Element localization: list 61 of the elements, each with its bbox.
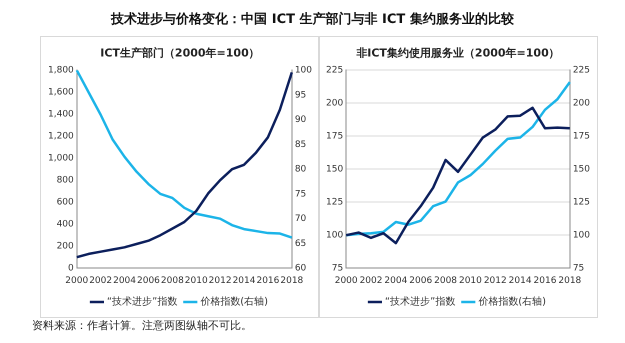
y2-tick-label: 200 (572, 98, 590, 109)
x-tick-label: 2004 (113, 276, 136, 286)
y-tick-label: 1,600 (48, 88, 74, 98)
x-tick-label: 2008 (434, 276, 458, 286)
x-tick-label: 2004 (384, 276, 408, 286)
y2-tick-label: 95 (294, 90, 306, 100)
x-tick-label: 2016 (534, 276, 557, 286)
x-tick-label: 2006 (409, 276, 432, 286)
x-tick-label: 2008 (160, 276, 184, 286)
y2-tick-label: 100 (572, 230, 590, 241)
y-tick-label: 200 (326, 98, 344, 109)
y-tick-label: 200 (56, 242, 74, 252)
legend-label: 价格指数(右轴) (199, 296, 268, 308)
x-tick-label: 2010 (184, 276, 208, 286)
text: 资料来源：作者计算。注意两图纵轴不可比。 (32, 318, 252, 333)
y-tick-label: 1,000 (48, 154, 74, 164)
y2-tick-label: 75 (294, 189, 306, 200)
y2-tick-label: 175 (572, 132, 590, 142)
x-tick-label: 2012 (208, 276, 232, 286)
x-tick-label: 2002 (89, 276, 112, 286)
x-tick-label: 2006 (137, 276, 160, 286)
y2-tick-label: 90 (294, 115, 307, 126)
x-tick-label: 2010 (458, 276, 482, 286)
legend-label: “技术进步”指数 (384, 296, 456, 308)
y-tick-label: 175 (326, 132, 344, 142)
y2-tick-label: 75 (572, 264, 584, 274)
legend-label: 价格指数(右轴) (477, 296, 546, 308)
y2-tick-label: 100 (294, 66, 312, 76)
y-tick-label: 400 (56, 220, 74, 230)
x-tick-label: 2002 (360, 276, 382, 286)
x-tick-label: 2000 (334, 276, 358, 286)
x-tick-label: 2014 (508, 276, 532, 286)
y2-tick-label: 150 (572, 164, 590, 175)
y2-tick-label: 125 (572, 198, 590, 208)
y-tick-label: 100 (326, 230, 344, 241)
y-tick-label: 1,400 (48, 110, 74, 120)
x-tick-label: 2014 (232, 276, 256, 286)
x-tick-label: 2012 (484, 276, 507, 286)
y-tick-label: 800 (56, 176, 74, 186)
y-tick-label: 1,800 (48, 66, 74, 76)
y-tick-label: 0 (68, 264, 74, 274)
chart-title: 非ICT集约使用服务业（2000年=100） (355, 46, 560, 60)
x-tick-label: 2016 (256, 276, 280, 286)
x-tick-label: 2018 (558, 276, 582, 286)
legend-label: “技术进步”指数 (106, 296, 178, 308)
chart-title: ICT生产部门（2000年=100） (100, 46, 260, 60)
x-tick-label: 2000 (65, 276, 88, 286)
y2-tick-label: 65 (294, 238, 306, 249)
y-tick-label: 225 (326, 66, 344, 76)
text: 技术进步与价格变化：中国 ICT 生产部门与非 ICT 集约服务业的比较 (110, 10, 515, 28)
y2-tick-label: 85 (294, 140, 306, 150)
y-tick-label: 75 (332, 264, 344, 274)
x-tick-label: 2018 (280, 276, 304, 286)
y2-tick-label: 60 (294, 264, 307, 274)
y-tick-label: 125 (326, 198, 344, 208)
y2-tick-label: 80 (294, 164, 307, 175)
y2-tick-label: 70 (294, 214, 307, 224)
y-tick-label: 150 (326, 164, 344, 175)
y2-tick-label: 225 (572, 66, 590, 76)
y-tick-label: 1,200 (48, 132, 74, 142)
y-tick-label: 600 (56, 198, 74, 208)
